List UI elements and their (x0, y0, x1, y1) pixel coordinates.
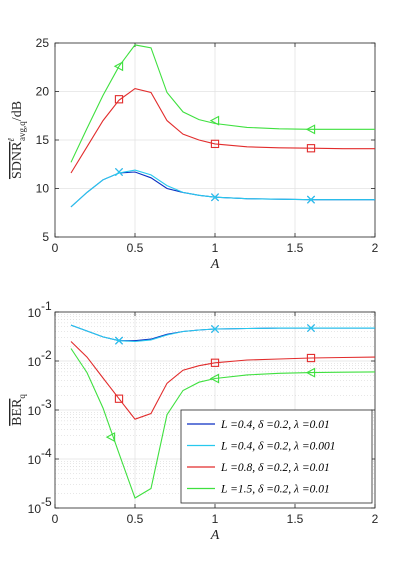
x-axis-label: A (210, 257, 220, 272)
y-label-sub: avg,q (17, 121, 27, 141)
legend-entry-3: L =0.8, δ =0.2, λ =0.01 (220, 462, 330, 474)
data-point-x-marker (307, 324, 315, 333)
y-tick-label: 10 (28, 404, 42, 418)
series-line-2 (70, 169, 375, 208)
data-point-x-marker (307, 195, 315, 204)
y-tick-label-exp: -2 (41, 348, 52, 362)
data-point-square-marker (210, 139, 220, 149)
data-point-square-marker (114, 394, 124, 403)
series-4 (70, 348, 375, 499)
y-tick-label: 10 (28, 502, 42, 516)
data-point-square-marker (306, 144, 316, 153)
series-3 (70, 88, 375, 174)
series-4 (70, 44, 375, 163)
y-tick-label: 10 (28, 306, 42, 320)
data-point-triangle-marker (305, 124, 316, 135)
x-tick-label: 0.5 (127, 241, 144, 255)
y-tick-label-exp: -3 (41, 397, 52, 411)
y-label-sup: ℓ (6, 138, 16, 142)
data-point-square-marker (306, 353, 316, 363)
series-line-3 (70, 88, 375, 174)
y-label-sub: q (17, 394, 27, 399)
legend-box (180, 409, 373, 504)
data-point-x-marker (115, 168, 123, 176)
data-point-triangle-marker (305, 367, 316, 378)
legend-entry-2: L =0.4, δ =0.2, λ =0.001 (220, 441, 336, 453)
data-point-x-marker (211, 193, 219, 202)
x-tick-label: 2 (372, 512, 379, 526)
series-line-3 (70, 341, 375, 420)
series-line-4 (70, 348, 375, 499)
y-axis-label: BERq (10, 394, 27, 426)
y-label-main: SDNR (10, 141, 25, 179)
y-label-main: BER (10, 398, 25, 426)
y-tick-label: 25 (36, 36, 50, 50)
legend-entry-1: L =0.4, δ =0.2, λ =0.01 (220, 419, 330, 431)
x-tick-label: 0.5 (127, 512, 144, 526)
series-2 (70, 168, 375, 208)
x-axis-label: A (210, 528, 220, 543)
x-tick-label: 1 (212, 241, 219, 255)
series-line-4 (70, 44, 375, 163)
x-tick-label: 1.5 (287, 512, 304, 526)
x-tick-label: 0 (52, 241, 59, 255)
data-point-x-marker (211, 325, 219, 333)
data-point-square-marker (210, 358, 220, 367)
data-point-x-marker (115, 336, 123, 345)
x-tick-label: 1.5 (287, 241, 304, 255)
data-point-triangle-marker (209, 373, 220, 384)
y-tick-label: 10 (36, 182, 50, 196)
series-line-2 (70, 324, 375, 343)
data-point-triangle-marker (105, 432, 116, 443)
data-point-square-marker (114, 95, 124, 104)
legend: L =0.4, δ =0.2, λ =0.01 L =0.4, δ =0.2, λ… (180, 409, 373, 504)
y-label-unit: /dB (10, 101, 25, 121)
y-tick-label-exp: -4 (41, 446, 52, 460)
y-tick-label: 20 (36, 85, 50, 99)
x-tick-label: 2 (372, 241, 379, 255)
series-3 (70, 341, 375, 420)
data-point-triangle-marker (113, 61, 124, 72)
y-tick-label: 15 (36, 133, 50, 147)
y-axis-label: SDNRℓavg,q/dB (6, 101, 27, 179)
y-tick-label: 10 (28, 355, 42, 369)
y-tick-label-exp: -1 (41, 299, 52, 313)
y-tick-label-exp: -5 (41, 495, 52, 509)
y-tick-label: 10 (28, 453, 42, 467)
y-tick-label: 5 (42, 230, 49, 244)
legend-entry-4: L =1.5, δ =0.2, λ =0.01 (220, 484, 330, 496)
data-point-triangle-marker (209, 115, 220, 126)
series-2 (70, 324, 375, 345)
x-tick-label: 0 (52, 512, 59, 526)
x-tick-label: 1 (212, 512, 219, 526)
